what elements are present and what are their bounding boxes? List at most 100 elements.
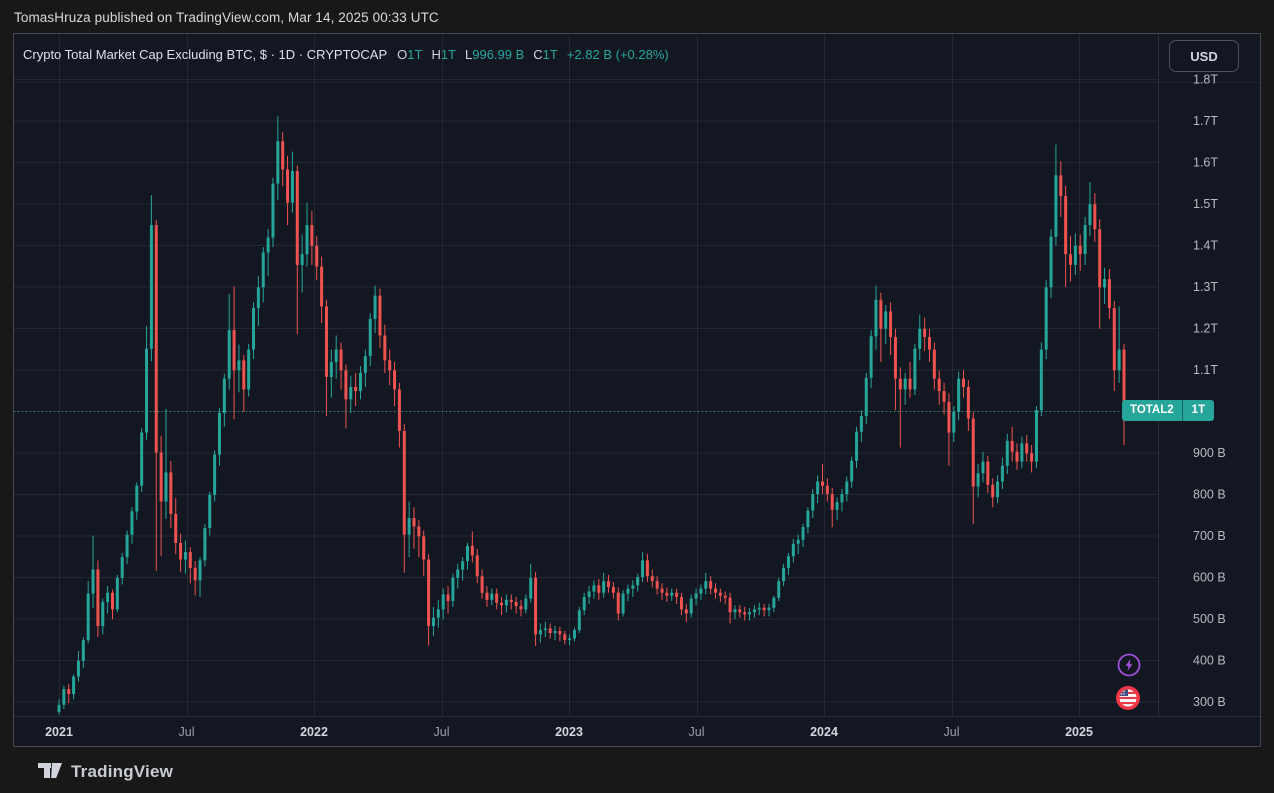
candle-body [684,609,688,614]
candle-body [164,472,168,502]
candle-body [801,527,805,540]
candle-body [631,585,635,589]
currency-button[interactable]: USD [1169,40,1239,72]
candle-body [1054,175,1058,237]
candle-body [743,612,747,615]
x-axis-label: 2022 [300,725,328,739]
us-flag-events-icon[interactable] [1116,686,1140,710]
candle-body [806,510,810,528]
candle-body [558,630,562,635]
candle-body [422,536,426,560]
candle-body [217,413,221,455]
candle-body [665,592,669,596]
candle-body [714,588,718,593]
candle-body [650,576,654,582]
candle-body [81,640,85,661]
candle-body [670,592,674,596]
candle-body [529,577,533,599]
candle-body [1103,279,1107,288]
candle-body [193,567,197,581]
candle-body [485,592,489,600]
candle-body [636,577,640,586]
candle-body [942,391,946,402]
candlestick-chart[interactable]: 1.8T 1.7T 1.6T 1.5T 1.4T 1.3T 1.2T 1.1T 900 B 800… [14,34,1260,746]
y-axis-label: 1.3T [1193,280,1218,294]
candle-body [140,432,144,486]
candle-body [315,245,319,267]
y-axis-label: 1.1T [1193,363,1218,377]
candle-body [704,581,708,589]
candle-body [884,311,888,329]
candle-body [324,306,328,377]
candle-body [845,481,849,494]
candle-body [91,569,95,594]
candle-body [923,328,927,338]
candle-body [227,330,231,379]
candle-body [689,598,693,614]
candle-body [874,299,878,337]
candle-body [825,485,829,494]
candle-body [913,348,917,390]
candle-body [1069,254,1073,265]
candle-body [568,638,572,641]
candle-body [125,534,129,558]
candle-body [286,169,290,203]
candle-body [616,592,620,614]
candle-body [407,518,411,535]
tradingview-logo [38,763,62,778]
lightning-events-icon[interactable] [1117,653,1141,677]
candle-body [247,349,251,390]
candle-body [402,430,406,535]
candle-body [597,585,601,593]
candle-body [553,630,557,634]
candle-body [1020,443,1024,462]
x-axis-label: Jul [434,725,450,739]
candle-body [991,484,995,498]
candle-body [344,370,348,400]
candle-body [563,634,567,641]
candle-body [242,360,246,390]
candle-body [733,609,737,613]
candle-body [675,592,679,597]
candle-body [368,318,372,357]
candle-body [791,543,795,557]
candle-body [728,597,732,613]
y-axis-label: 1.4T [1193,239,1218,253]
candle-body [748,612,752,615]
candle-body [519,606,523,610]
candle-body [1005,440,1009,466]
candle-body [203,528,207,561]
candle-body [232,330,236,371]
candle-body [320,266,324,307]
candle-body [470,545,474,556]
candle-body [339,349,343,371]
candle-body [918,328,922,349]
x-axis-label: 2023 [555,725,583,739]
candle-body [86,593,90,641]
x-axis-label: Jul [689,725,705,739]
candle-body [1049,236,1053,288]
candle-body [509,599,513,602]
candle-body [310,225,314,246]
candle-body [524,598,528,610]
candle-body [869,336,873,378]
candle-body [281,141,285,170]
candle-body [305,225,309,255]
candle-body [266,237,270,253]
candle-body [816,481,820,494]
x-axis-label: Jul [179,725,195,739]
x-axis-label: 2024 [810,725,838,739]
candle-body [504,599,508,606]
candle-body [183,552,187,560]
candle-body [96,569,100,626]
y-axis-label: 800 B [1193,488,1226,502]
candle-body [850,460,854,482]
candle-body [57,704,61,712]
candle-body [1107,279,1111,309]
candle-body [582,596,586,611]
candle-body [198,560,202,581]
candle-body [879,299,883,329]
candle-body [354,386,358,392]
candle-body [154,225,158,453]
chart-legend: Crypto Total Market Cap Excluding BTC, $… [23,47,669,62]
